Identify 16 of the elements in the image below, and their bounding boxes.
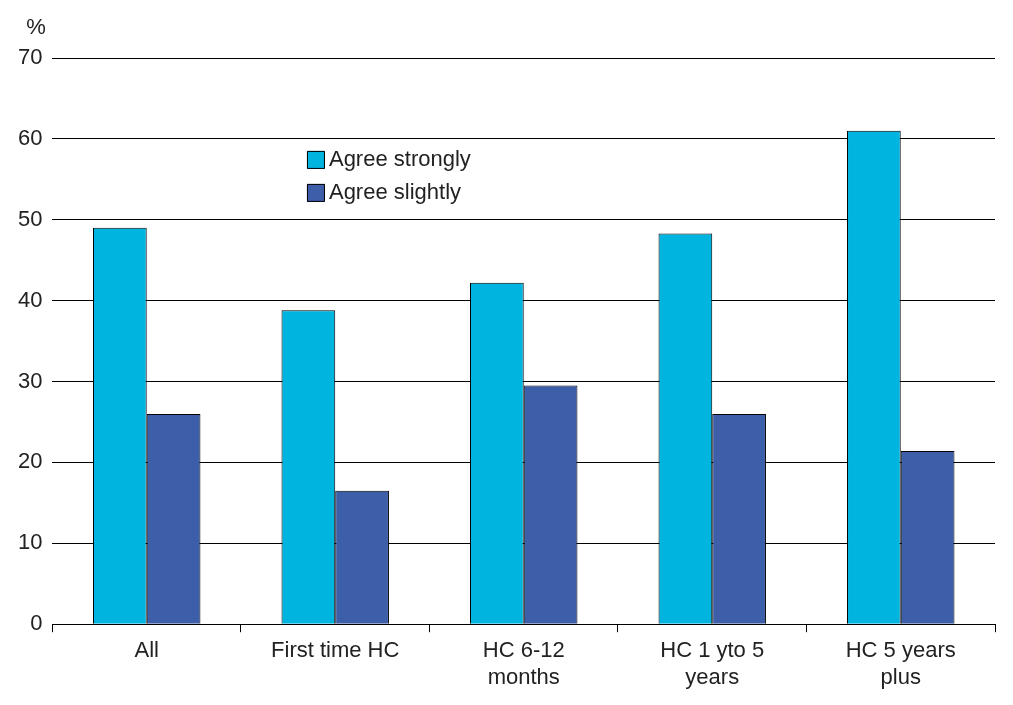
x-tick-label: HC 6-12 months: [482, 637, 565, 689]
y-tick-label: 70: [17, 44, 43, 70]
y-tick-label: 60: [17, 124, 43, 150]
x-tick-label: HC 5 years plus: [845, 637, 956, 689]
legend-label: Agree strongly: [328, 145, 471, 171]
x-tick-label: First time HC: [271, 637, 400, 663]
x-tick-label: All: [134, 637, 159, 663]
y-tick-label: 40: [17, 286, 43, 312]
y-tick-label: 20: [17, 448, 43, 474]
y-tick-label: 50: [17, 205, 43, 231]
y-tick-label: 10: [17, 529, 43, 555]
y-tick-label: 0: [30, 610, 43, 636]
x-tick-label: HC 1 yto 5 years: [660, 637, 765, 689]
legend-label: Agree slightly: [328, 178, 462, 204]
y-tick-label: 30: [17, 367, 43, 393]
y-axis-title: %: [26, 14, 46, 40]
